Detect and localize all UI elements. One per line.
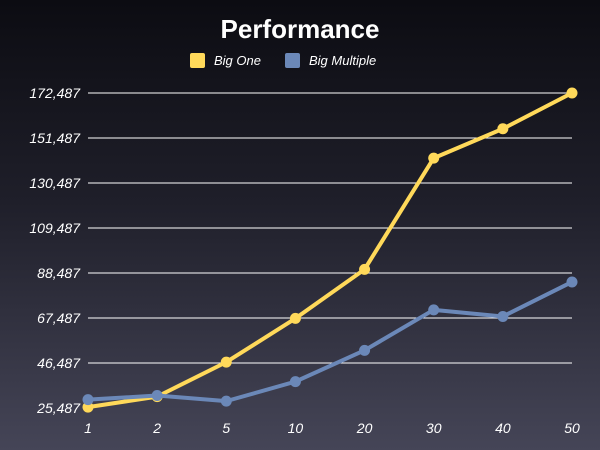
data-point [220,395,232,407]
y-tick-label: 46,487 [37,355,81,371]
legend-label: Big Multiple [309,53,376,68]
data-point [220,356,232,368]
legend-swatch [190,53,205,68]
y-tick-label: 130,487 [29,175,81,191]
x-axis: 1 2 5 10 20 30 40 50 [84,420,580,436]
x-tick-label: 1 [84,420,92,436]
data-point [428,304,440,316]
x-tick-label: 20 [356,420,373,436]
legend: Big One Big Multiple [190,53,376,68]
data-point [82,394,94,406]
y-tick-label: 25,487 [36,400,81,416]
data-point [566,87,578,99]
x-tick-label: 2 [152,420,161,436]
series-big-multiple [82,276,578,407]
x-tick-label: 40 [495,420,511,436]
y-tick-label: 151,487 [29,130,81,146]
y-tick-label: 172,487 [29,85,81,101]
data-point [359,344,371,356]
y-tick-label: 88,487 [37,265,81,281]
data-point [566,276,578,288]
chart-title: Performance [221,14,380,44]
y-tick-label: 67,487 [37,310,81,326]
data-point [289,376,301,388]
series-line [86,91,574,410]
data-point [359,263,371,275]
y-axis: 25,487 46,487 67,487 88,487 109,487 130,487 15… [29,85,81,416]
data-point [151,390,163,402]
legend-label: Big One [214,53,261,68]
series-layer [82,87,578,413]
series-line [86,279,574,404]
x-tick-label: 10 [288,420,304,436]
x-tick-label: 30 [426,420,442,436]
x-tick-label: 5 [222,420,230,436]
data-point [497,310,509,322]
x-tick-label: 50 [564,420,580,436]
y-tick-label: 109,487 [29,220,81,236]
data-point [497,123,509,135]
data-point [289,312,301,324]
data-point [428,152,440,164]
gridlines [88,92,572,364]
legend-swatch [285,53,300,68]
